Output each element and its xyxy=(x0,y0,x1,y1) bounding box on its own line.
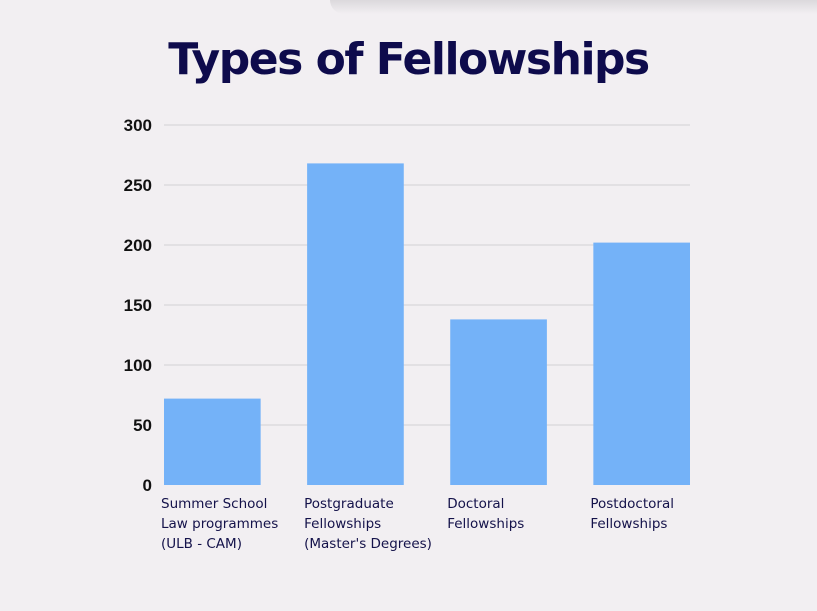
x-category-label: Summer School Law programmes (ULB - CAM) xyxy=(161,496,278,552)
y-axis-tick-labels: 0 50 100 150 200 250 300 xyxy=(124,116,152,495)
bar xyxy=(307,163,404,485)
chart-title: Types of Fellowships xyxy=(168,34,650,85)
y-tick-label: 0 xyxy=(143,476,152,495)
y-tick-label: 50 xyxy=(133,416,152,435)
x-category-label: Postdoctoral Fellowships xyxy=(590,496,674,532)
x-category-label: Doctoral Fellowships xyxy=(447,496,524,532)
bars xyxy=(164,163,690,485)
y-tick-label: 300 xyxy=(124,116,152,135)
y-tick-label: 100 xyxy=(124,356,152,375)
bar xyxy=(450,319,547,485)
y-tick-label: 200 xyxy=(124,236,152,255)
bar xyxy=(164,398,261,485)
x-axis-category-labels: Summer School Law programmes (ULB - CAM) Po… xyxy=(161,496,674,552)
x-category-label: Postgraduate Fellowships (Master's Degrees… xyxy=(304,496,432,552)
top-shadow-decoration xyxy=(330,0,817,14)
y-tick-label: 150 xyxy=(124,296,152,315)
bar xyxy=(593,242,690,485)
y-tick-label: 250 xyxy=(124,176,152,195)
